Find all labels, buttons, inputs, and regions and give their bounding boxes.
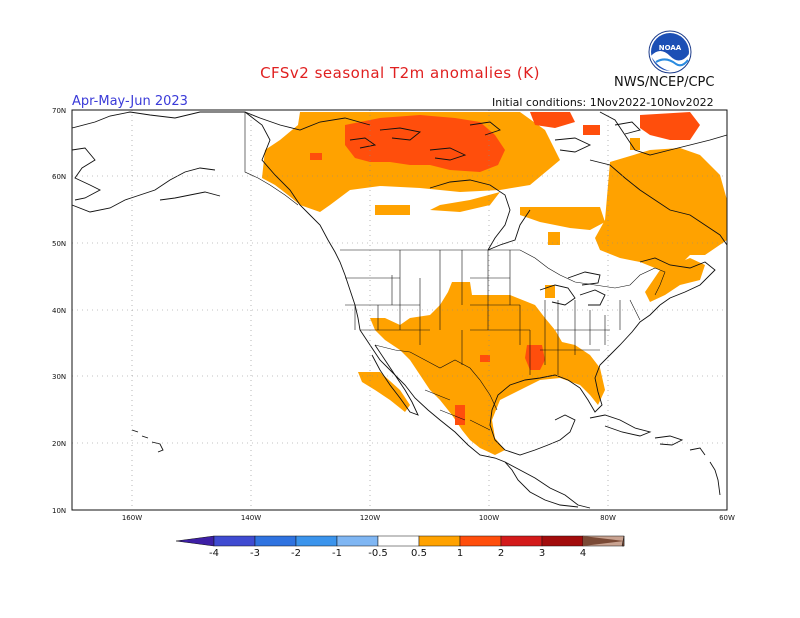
color-bar-segment bbox=[500, 535, 543, 547]
noaa-logo: NOAA bbox=[648, 30, 692, 74]
agency-label: NWS/NCEP/CPC bbox=[614, 75, 715, 90]
lat-label: 20N bbox=[52, 440, 66, 448]
lon-label: 100W bbox=[479, 514, 499, 522]
color-bar-tick-label: 3 bbox=[539, 548, 545, 559]
color-bar-arrow-high-tip bbox=[583, 536, 624, 546]
color-bar-tick-label: -2 bbox=[291, 548, 301, 559]
color-bar-segment bbox=[541, 535, 584, 547]
color-bar-tick-label: 4 bbox=[580, 548, 586, 559]
latitude-labels: 70N 60N 50N 40N 30N 20N 10N bbox=[52, 107, 66, 515]
anomaly-shading-0p5-1 bbox=[262, 112, 727, 455]
lon-label: 60W bbox=[719, 514, 735, 522]
lat-label: 30N bbox=[52, 373, 66, 381]
anomaly-shading-1-2 bbox=[310, 112, 700, 425]
color-bar-segment bbox=[213, 535, 256, 547]
color-bar-tick-label: 1 bbox=[457, 548, 463, 559]
color-bar-tick-label: -1 bbox=[332, 548, 342, 559]
color-bar-tick-label: 0.5 bbox=[411, 548, 427, 559]
noaa-logo-text: NOAA bbox=[659, 44, 682, 52]
map-title: CFSv2 seasonal T2m anomalies (K) bbox=[260, 64, 540, 82]
color-bar-segment bbox=[377, 535, 420, 547]
color-bar-labels: -4 -3 -2 -1 -0.5 0.5 1 2 3 4 bbox=[209, 548, 586, 559]
color-bar-segment bbox=[295, 535, 338, 547]
lat-label: 40N bbox=[52, 307, 66, 315]
season-label: Apr-May-Jun 2023 bbox=[72, 94, 188, 109]
color-bar-segment bbox=[418, 535, 461, 547]
coastlines bbox=[71, 111, 728, 509]
initial-conditions-label: Initial conditions: 1Nov2022-10Nov2022 bbox=[492, 96, 714, 109]
color-bar-tick-label: -3 bbox=[250, 548, 260, 559]
graticule bbox=[72, 110, 727, 510]
color-bar-segment bbox=[336, 535, 379, 547]
lon-label: 80W bbox=[600, 514, 616, 522]
lon-label: 120W bbox=[360, 514, 380, 522]
lon-label: 140W bbox=[241, 514, 261, 522]
lat-label: 50N bbox=[52, 240, 66, 248]
lon-label: 160W bbox=[122, 514, 142, 522]
lat-label: 70N bbox=[52, 107, 66, 115]
color-bar-segment bbox=[459, 535, 502, 547]
color-bar-tick-label: -4 bbox=[209, 548, 219, 559]
longitude-labels: 160W 140W 120W 100W 80W 60W bbox=[122, 514, 735, 522]
political-boundaries bbox=[244, 112, 666, 431]
lat-label: 60N bbox=[52, 173, 66, 181]
color-bar-segment bbox=[254, 535, 297, 547]
color-bar-tick-label: -0.5 bbox=[368, 548, 388, 559]
lat-label: 10N bbox=[52, 507, 66, 515]
color-bar-arrow-low bbox=[175, 535, 215, 547]
color-bar bbox=[175, 535, 625, 547]
color-bar-tick-label: 2 bbox=[498, 548, 504, 559]
